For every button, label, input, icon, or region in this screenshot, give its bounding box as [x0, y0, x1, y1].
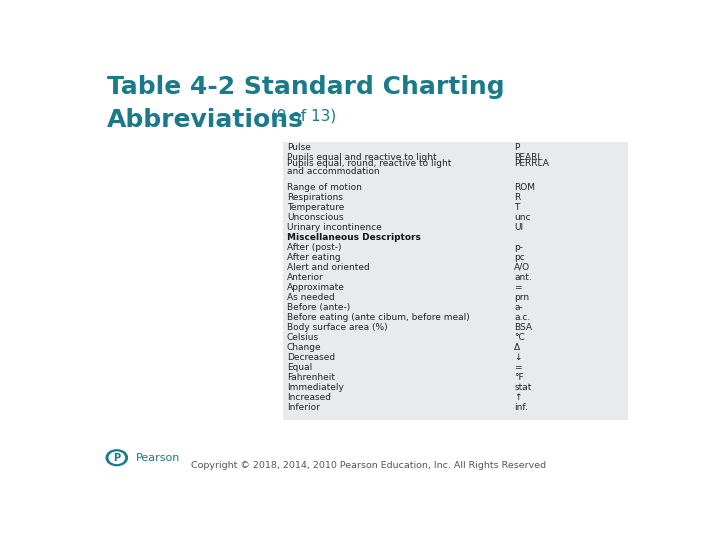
- Text: Body surface area (%): Body surface area (%): [287, 323, 387, 332]
- Text: Copyright © 2018, 2014, 2010 Pearson Education, Inc. All Rights Reserved: Copyright © 2018, 2014, 2010 Pearson Edu…: [192, 461, 546, 470]
- Text: After (post-): After (post-): [287, 243, 341, 252]
- Text: Increased: Increased: [287, 393, 331, 402]
- FancyBboxPatch shape: [282, 141, 629, 420]
- Text: pc: pc: [514, 253, 525, 262]
- Text: °F: °F: [514, 373, 523, 382]
- Text: Anterior: Anterior: [287, 273, 324, 282]
- Text: Before (ante-): Before (ante-): [287, 303, 350, 312]
- Text: Pupils equal, round, reactive to light: Pupils equal, round, reactive to light: [287, 159, 451, 168]
- Text: Celsius: Celsius: [287, 333, 319, 342]
- Text: Immediately: Immediately: [287, 383, 344, 392]
- Text: Alert and oriented: Alert and oriented: [287, 263, 370, 272]
- Text: =: =: [514, 363, 521, 372]
- Text: Δ: Δ: [514, 343, 521, 352]
- Text: Range of motion: Range of motion: [287, 183, 362, 192]
- Text: and accommodation: and accommodation: [287, 167, 379, 176]
- Text: prn: prn: [514, 293, 529, 302]
- Text: T: T: [514, 203, 519, 212]
- Text: Urinary incontinence: Urinary incontinence: [287, 223, 382, 232]
- Text: Fahrenheit: Fahrenheit: [287, 373, 335, 382]
- Text: Table 4-2 Standard Charting: Table 4-2 Standard Charting: [107, 75, 505, 99]
- Text: Change: Change: [287, 343, 322, 352]
- Text: Pearson: Pearson: [136, 453, 180, 463]
- Text: Temperature: Temperature: [287, 203, 344, 212]
- Text: ↓: ↓: [514, 353, 521, 362]
- Text: PERRLA: PERRLA: [514, 159, 549, 168]
- Text: (9 of 13): (9 of 13): [266, 109, 336, 124]
- Text: inf.: inf.: [514, 403, 528, 412]
- Text: P: P: [514, 143, 519, 152]
- Text: a.c.: a.c.: [514, 313, 531, 322]
- Text: Pulse: Pulse: [287, 143, 311, 152]
- Text: ROM: ROM: [514, 183, 535, 192]
- Text: Inferior: Inferior: [287, 403, 320, 412]
- Text: p-: p-: [514, 243, 523, 252]
- Text: a-: a-: [514, 303, 523, 312]
- Text: PEARL: PEARL: [514, 153, 542, 162]
- Text: Respirations: Respirations: [287, 193, 343, 202]
- Text: stat: stat: [514, 383, 531, 392]
- Text: BSA: BSA: [514, 323, 532, 332]
- Text: =: =: [514, 283, 521, 292]
- Circle shape: [109, 452, 125, 463]
- Text: ↑: ↑: [514, 393, 521, 402]
- Text: As needed: As needed: [287, 293, 335, 302]
- Text: °C: °C: [514, 333, 525, 342]
- Text: Decreased: Decreased: [287, 353, 335, 362]
- Text: unc: unc: [514, 213, 531, 222]
- Circle shape: [106, 450, 127, 465]
- Text: Abbreviations: Abbreviations: [107, 109, 304, 132]
- Text: Before eating (ante cibum, before meal): Before eating (ante cibum, before meal): [287, 313, 469, 322]
- Text: Miscellaneous Descriptors: Miscellaneous Descriptors: [287, 233, 421, 242]
- Text: R: R: [514, 193, 521, 202]
- Text: After eating: After eating: [287, 253, 341, 262]
- Text: P: P: [113, 453, 120, 463]
- Text: UI: UI: [514, 223, 523, 232]
- Text: Equal: Equal: [287, 363, 312, 372]
- Text: ant.: ant.: [514, 273, 532, 282]
- Text: Approximate: Approximate: [287, 283, 345, 292]
- Text: Pupils equal and reactive to light: Pupils equal and reactive to light: [287, 153, 436, 162]
- Text: Unconscious: Unconscious: [287, 213, 343, 222]
- Text: A/O: A/O: [514, 263, 530, 272]
